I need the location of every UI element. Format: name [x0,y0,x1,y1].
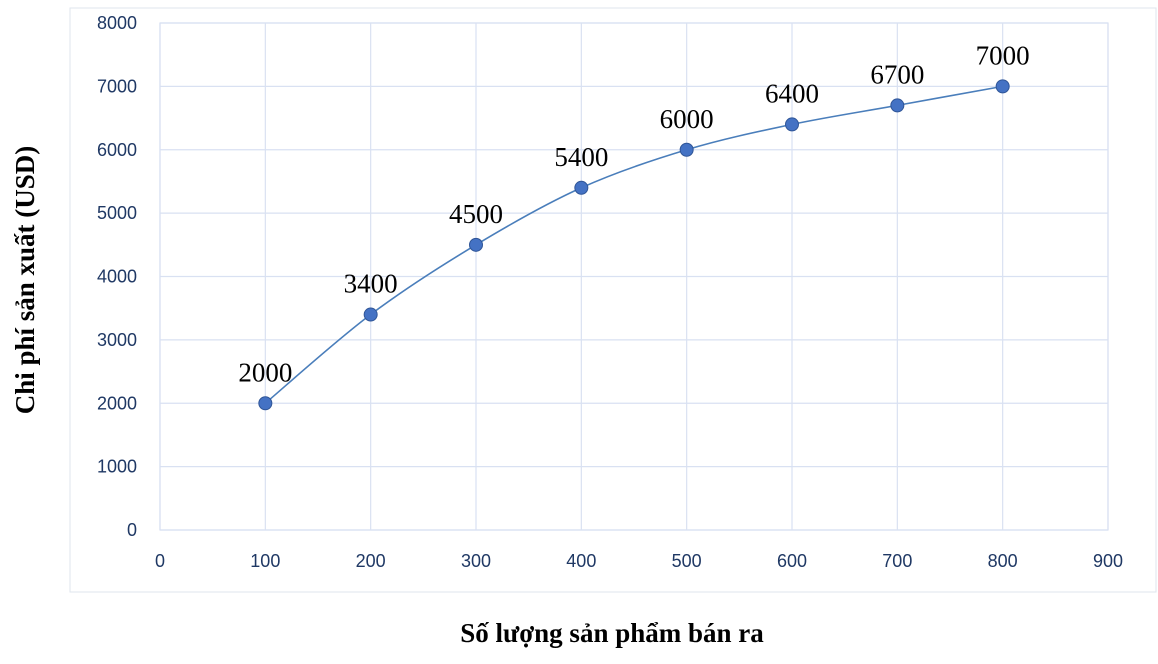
data-label: 4500 [449,199,503,229]
chart-frame [69,7,1157,593]
plot-area-border [159,22,1109,531]
x-tick-label: 400 [566,551,596,571]
data-labels: 2000 3400 4500 5400 6000 6400 6700 7000 [238,40,1029,387]
y-tick-label: 0 [127,520,137,540]
x-tick-label: 100 [250,551,280,571]
x-tick-label: 200 [356,551,386,571]
y-tick-label: 2000 [97,393,137,413]
data-label: 6000 [660,104,714,134]
y-axis-ticks: 0 1000 2000 3000 4000 5000 6000 7000 8000 [97,13,137,540]
x-axis-ticks: 0 100 200 300 400 500 600 700 800 900 [155,551,1123,571]
data-label: 5400 [554,142,608,172]
y-tick-label: 6000 [97,140,137,160]
y-tick-label: 5000 [97,203,137,223]
series-layer [258,79,1010,411]
data-point [785,117,799,132]
x-tick-label: 600 [777,551,807,571]
x-tick-label: 900 [1093,551,1123,571]
data-point [258,396,273,411]
data-point [574,180,589,195]
grid-lines [159,22,1109,531]
data-label: 3400 [344,269,398,299]
series-line [264,85,1003,404]
x-tick-label: 700 [882,551,912,571]
y-tick-label: 3000 [97,330,137,350]
x-tick-label: 500 [672,551,702,571]
y-tick-label: 8000 [97,13,137,33]
y-tick-label: 7000 [97,76,137,96]
data-point [363,307,378,322]
x-tick-label: 0 [155,551,165,571]
data-label: 6400 [765,78,819,108]
data-point [890,98,905,113]
y-tick-label: 1000 [97,457,137,477]
data-label: 6700 [870,59,924,89]
y-axis-title: Chi phí sản xuất (USD) [10,146,40,415]
x-tick-label: 800 [988,551,1018,571]
data-point [679,142,694,157]
data-label: 2000 [238,357,292,387]
x-axis-title: Số lượng sản phẩm bán ra [460,618,764,648]
data-point [995,79,1010,94]
x-tick-label: 300 [461,551,491,571]
y-tick-label: 4000 [97,267,137,287]
data-label: 7000 [976,40,1030,70]
data-point [469,237,483,252]
